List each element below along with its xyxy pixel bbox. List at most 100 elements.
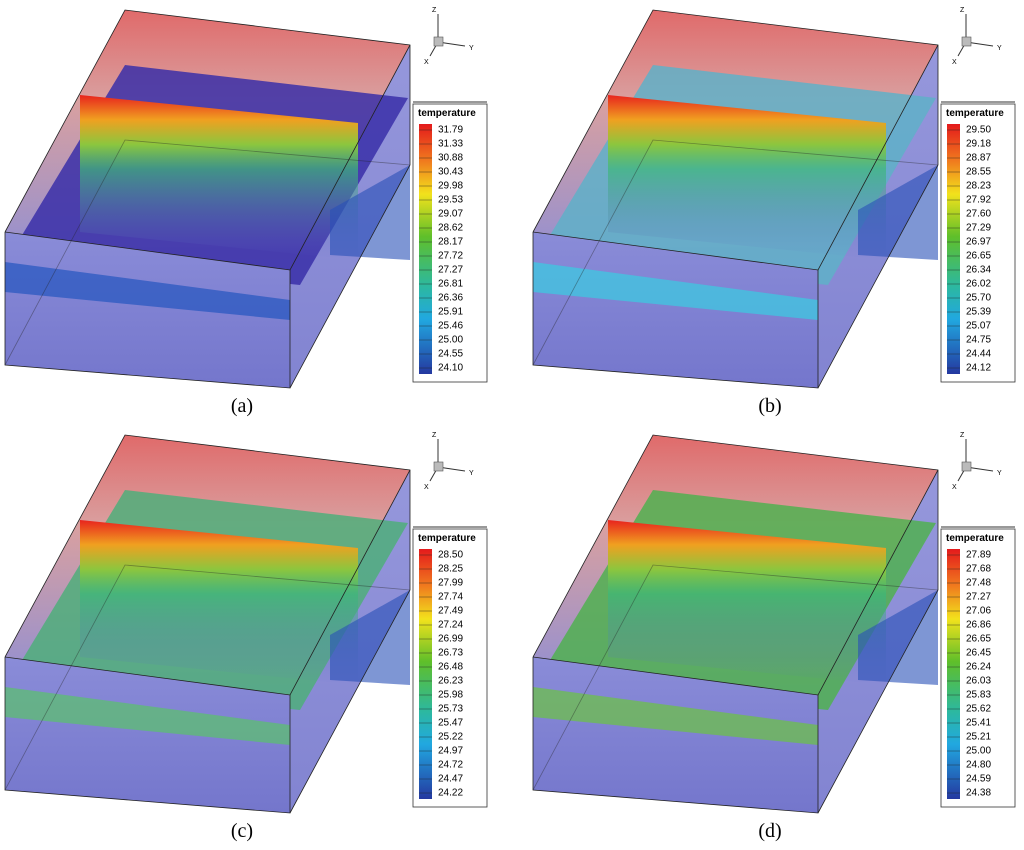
colorbar-label: 26.65 <box>966 634 991 645</box>
front-band <box>5 687 290 745</box>
front-face <box>533 232 818 388</box>
box-edges <box>532 564 939 791</box>
axis-x-label: X <box>952 484 957 491</box>
colorbar-label: 25.00 <box>438 335 463 346</box>
colorbar-label: 28.25 <box>438 564 463 575</box>
colorbar <box>419 549 432 799</box>
wall-step <box>858 590 938 685</box>
legend-box <box>940 528 1016 808</box>
colorbar-label: 24.75 <box>966 335 991 346</box>
colorbar-label: 30.88 <box>438 153 463 164</box>
colorbar-label: 27.29 <box>966 223 991 234</box>
wall-step <box>330 165 410 260</box>
axis-y-label: Y <box>469 470 474 477</box>
colorbar-label: 27.99 <box>438 578 463 589</box>
colorbar-label: 29.50 <box>966 125 991 136</box>
colorbar-label: 25.91 <box>438 307 463 318</box>
colorbar-label: 28.55 <box>966 167 991 178</box>
panel-label: (b) <box>758 395 781 417</box>
axis-y-label: Y <box>997 470 1002 477</box>
colorbar-label: 27.27 <box>966 592 991 603</box>
front-band <box>533 687 818 745</box>
colorbar-label: 26.48 <box>438 662 463 673</box>
colorbar-label: 26.03 <box>966 676 991 687</box>
colorbar-label: 27.24 <box>438 620 463 631</box>
colorbar-label: 27.89 <box>966 550 991 561</box>
panel-label: (d) <box>758 820 781 842</box>
colorbar-label: 24.10 <box>438 363 463 374</box>
box-edges <box>4 232 291 389</box>
colorbar-label: 24.38 <box>966 788 991 799</box>
colorbar-label: 24.80 <box>966 760 991 771</box>
axis-y-label: Y <box>997 45 1002 52</box>
colorbar-label: 27.06 <box>966 606 991 617</box>
colorbar-label: 27.74 <box>438 592 463 603</box>
colorbar-label: 24.22 <box>438 788 463 799</box>
colorbar-label: 25.39 <box>966 307 991 318</box>
front-face <box>5 232 290 388</box>
inner-wall <box>80 95 358 260</box>
legend-title: temperature <box>418 108 476 119</box>
colorbar-label: 28.23 <box>966 181 991 192</box>
colorbar-label: 27.92 <box>966 195 991 206</box>
colorbar-label: 24.97 <box>438 746 463 757</box>
colorbar-label: 26.73 <box>438 648 463 659</box>
colorbar-label: 29.07 <box>438 209 463 220</box>
colorbar-label: 24.72 <box>438 760 463 771</box>
box-edges <box>4 139 411 366</box>
colorbar-label: 25.73 <box>438 704 463 715</box>
axis-z-label: Z <box>432 7 437 14</box>
colorbar-label: 26.81 <box>438 279 463 290</box>
box-edges <box>532 9 939 389</box>
colorbar-label: 28.87 <box>966 153 991 164</box>
colorbar-label: 29.98 <box>438 181 463 192</box>
colorbar <box>419 124 432 374</box>
colorbar-label: 29.18 <box>966 139 991 150</box>
colorbar-label: 27.27 <box>438 265 463 276</box>
colorbar-label: 26.65 <box>966 251 991 262</box>
panel-label: (a) <box>231 395 253 417</box>
colorbar-label: 25.22 <box>438 732 463 743</box>
panel-label: (c) <box>231 820 253 842</box>
legend-title: temperature <box>418 533 476 544</box>
colorbar-label: 28.62 <box>438 223 463 234</box>
colorbar <box>947 124 960 374</box>
colorbar-label: 27.60 <box>966 209 991 220</box>
box-edges <box>4 657 291 814</box>
colorbar-label: 27.48 <box>966 578 991 589</box>
box-edges <box>532 139 939 366</box>
legend-box <box>412 103 488 383</box>
colorbar <box>947 549 960 799</box>
axis-z-label: Z <box>960 432 965 439</box>
triad-cube <box>433 36 444 47</box>
colorbar-label: 25.47 <box>438 718 463 729</box>
colorbar-label: 31.79 <box>438 125 463 136</box>
wall-step <box>330 590 410 685</box>
colorbar-label: 27.72 <box>438 251 463 262</box>
inner-wall <box>608 520 886 685</box>
front-face <box>5 657 290 813</box>
colorbar-label: 31.33 <box>438 139 463 150</box>
colorbar-label: 24.12 <box>966 363 991 374</box>
colorbar-label: 28.50 <box>438 550 463 561</box>
colorbar-label: 24.55 <box>438 349 463 360</box>
axis-z-label: Z <box>432 432 437 439</box>
colorbar-label: 26.45 <box>966 648 991 659</box>
colorbar-label: 26.23 <box>438 676 463 687</box>
box-edges <box>532 657 819 814</box>
inner-wall <box>80 520 358 685</box>
box-edges <box>532 434 939 814</box>
legend-box <box>940 103 1016 383</box>
colorbar-label: 25.46 <box>438 321 463 332</box>
colorbar-label: 25.00 <box>966 746 991 757</box>
colorbar-label: 24.59 <box>966 774 991 785</box>
colorbar-label: 25.07 <box>966 321 991 332</box>
axis-x-label: X <box>424 484 429 491</box>
colorbar-label: 29.53 <box>438 195 463 206</box>
box-edges <box>532 232 819 389</box>
